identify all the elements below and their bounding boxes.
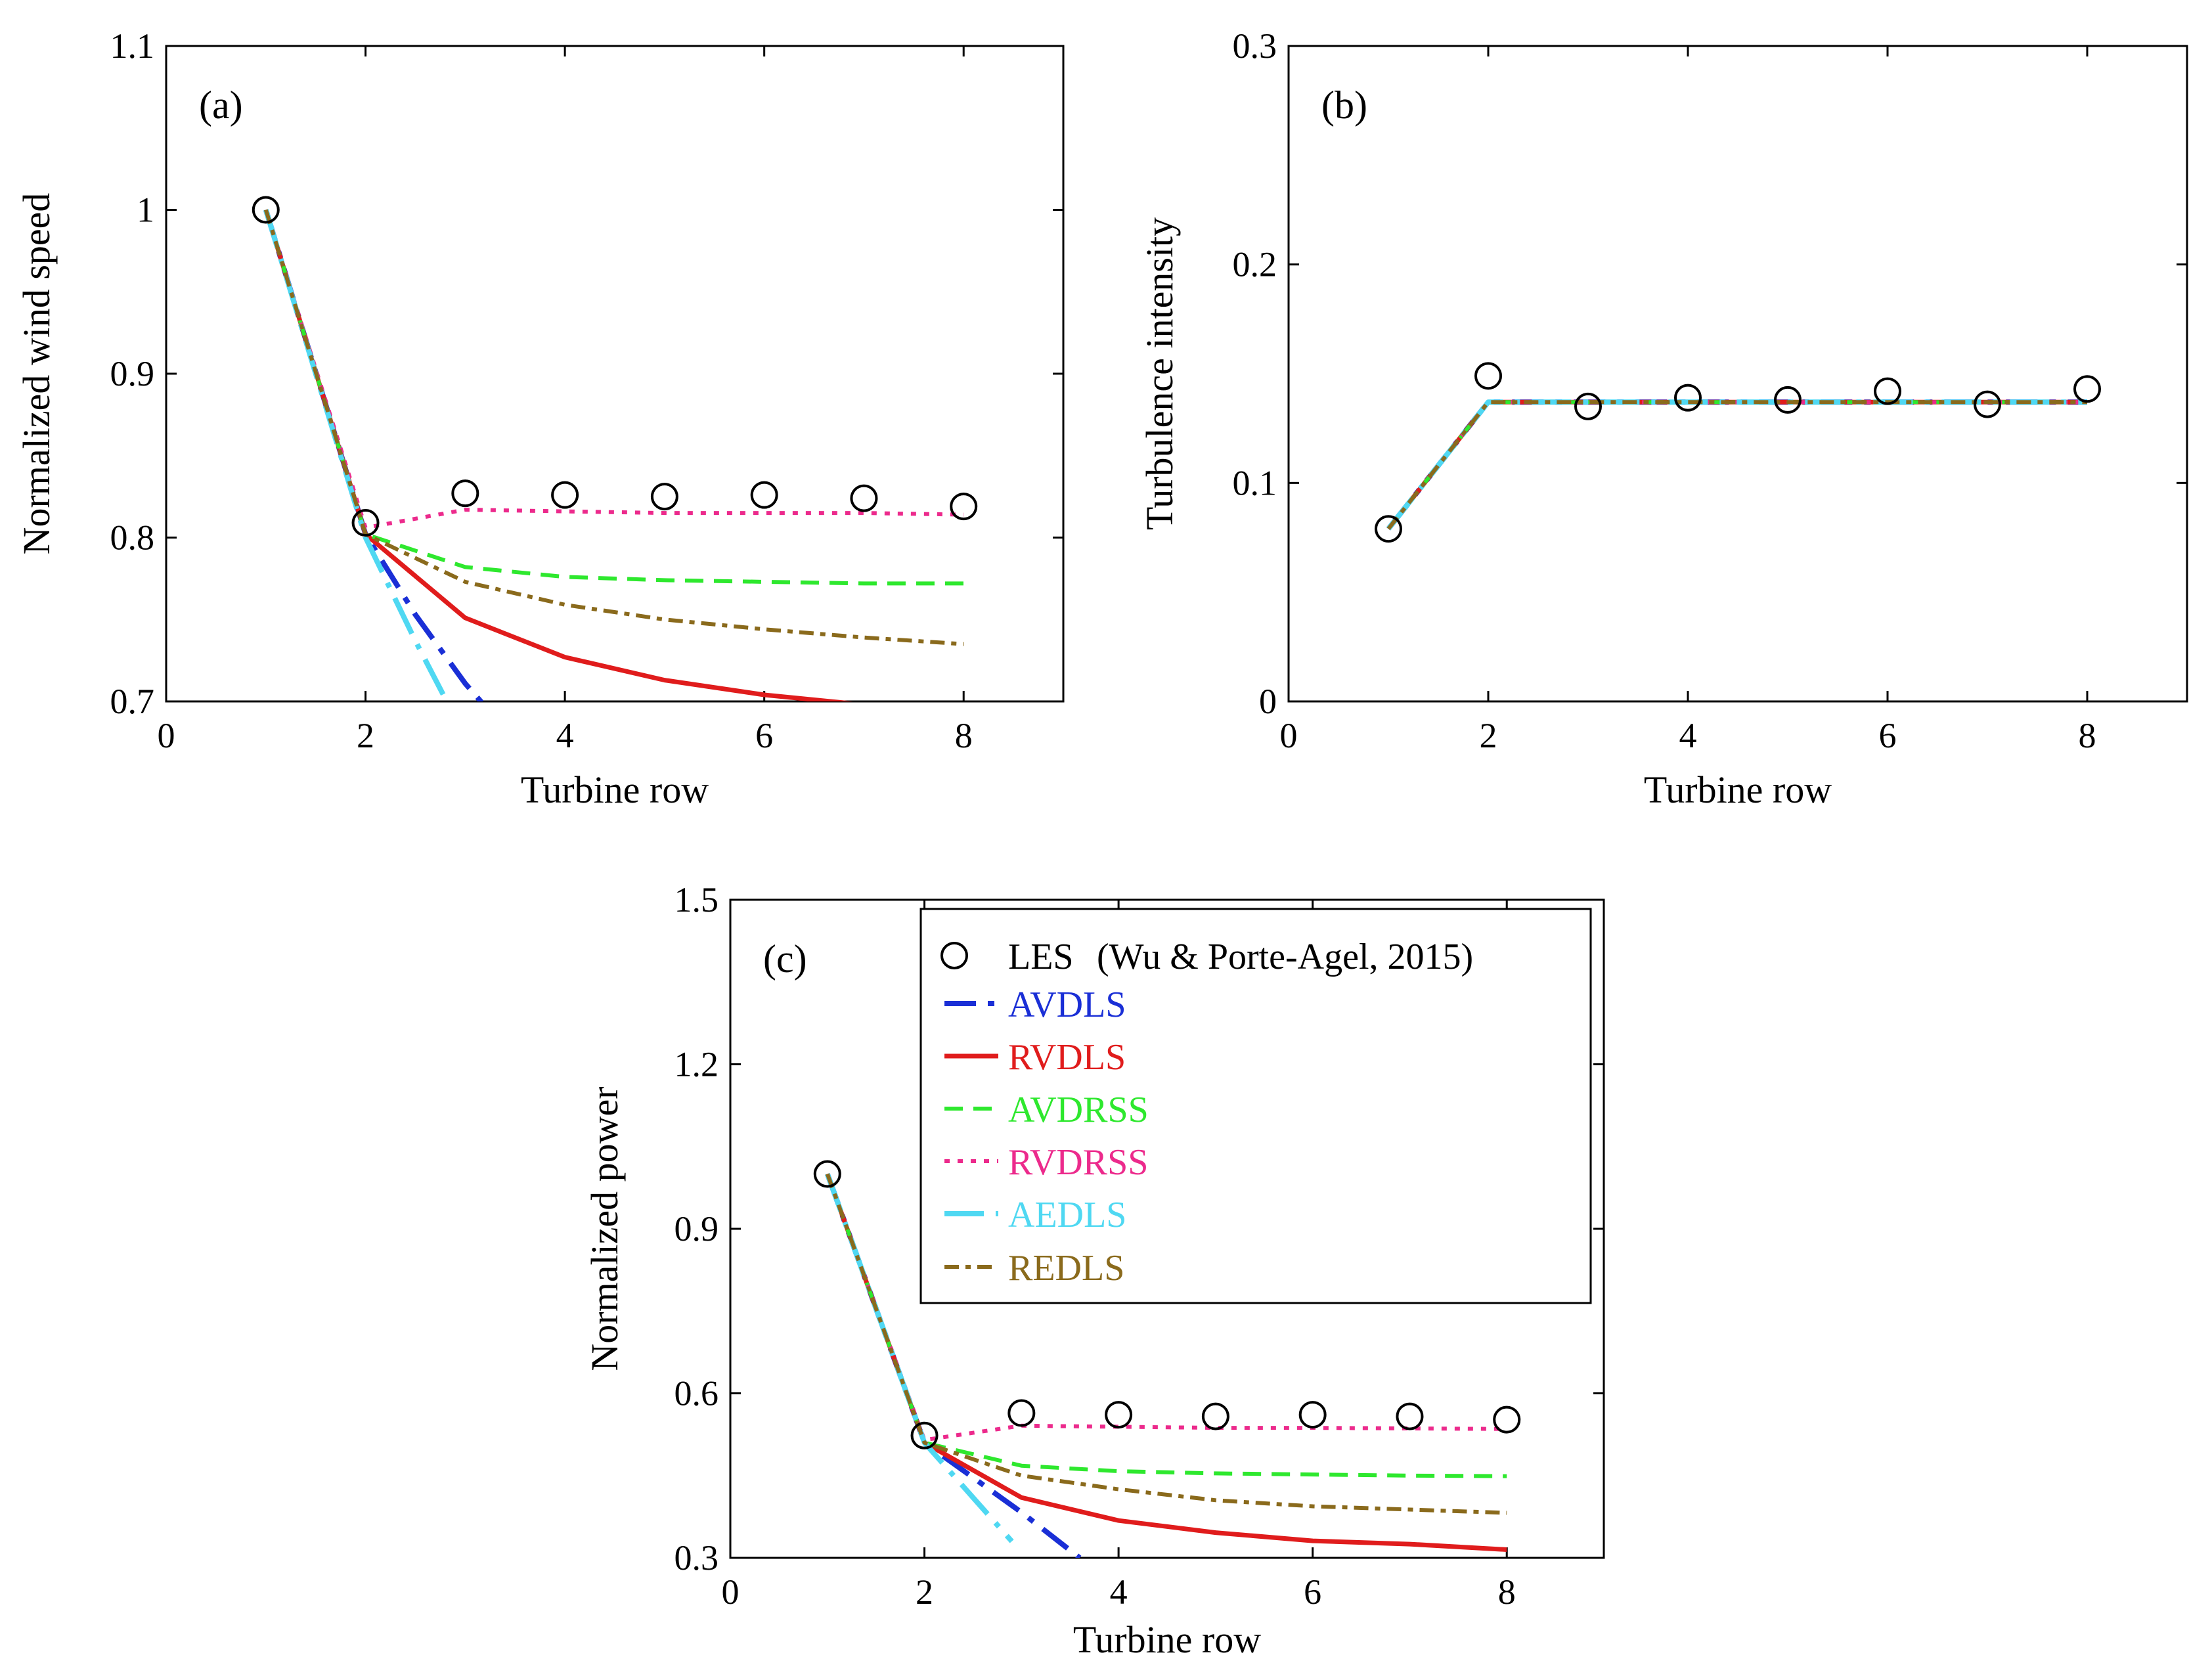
panel-a-series-redls	[263, 209, 964, 646]
panel-a-les-point-2	[351, 509, 380, 537]
panel-b-xlabel: Turbine row	[1644, 768, 1832, 811]
panel-b-xtick-label-0: 0	[1280, 716, 1298, 755]
panel-b-xtick-label-2: 4	[1679, 716, 1697, 755]
panel-b-frame	[1287, 45, 2188, 703]
panel-b-les-point-5	[1774, 386, 1802, 414]
panel-b-les-point-8	[2073, 375, 2101, 403]
panel-c-les-point-7	[1396, 1402, 1424, 1430]
panel-a-label: (a)	[199, 83, 243, 127]
panel-a-series-rvdrss	[263, 209, 964, 530]
panel-a-ytick-label-2: 0.9	[110, 354, 155, 393]
panel-b-les-point-2	[1474, 362, 1502, 390]
panel-b-series-group	[1386, 399, 2087, 531]
legend-box	[919, 908, 1592, 1304]
panel-a-xtick-label-0: 0	[158, 716, 175, 755]
panel-b-ytick-label-2: 0.2	[1233, 245, 1277, 284]
panel-b-les-point-7	[1974, 390, 2001, 418]
legend-les-source: (Wu & Porte-Agel, 2015)	[1097, 937, 1473, 977]
panel-a-xlabel: Turbine row	[521, 768, 709, 811]
panel-a-les-point-6	[750, 481, 778, 509]
panel-c-ytick-label-1: 0.6	[675, 1374, 719, 1413]
panel-a-ytick-label-0: 0.7	[110, 682, 155, 721]
panel-c-xtick-label-1: 2	[916, 1572, 933, 1612]
panel-c-series-rvdls	[825, 1173, 1507, 1552]
panel-c-ytick-label-0: 0.3	[675, 1538, 719, 1578]
panel-a-les-point-8	[950, 493, 978, 521]
panel-a-xtick-label-1: 2	[357, 716, 374, 755]
legend-label-rvdls: RVDLS	[1008, 1037, 1126, 1078]
panel-c-xtick-label-4: 8	[1498, 1572, 1516, 1612]
legend-les-marker	[940, 942, 968, 969]
legend-label-avdrss: AVDRSS	[1008, 1090, 1149, 1130]
panel-b-les-point-4	[1674, 384, 1702, 412]
panel-c-xtick-label-0: 0	[722, 1572, 740, 1612]
panel-b-ytick-label-3: 0.3	[1233, 26, 1277, 66]
panel-c-label: (c)	[763, 937, 807, 981]
panel-c-series-group	[825, 1173, 1507, 1558]
panel-a-les-point-7	[850, 484, 878, 512]
panel-a-xtick-label-3: 6	[755, 716, 773, 755]
panel-a-les-point-1	[252, 196, 280, 224]
legend-les-label: LES	[1008, 937, 1074, 977]
panel-b-ylabel: Turbulence intensity	[1138, 217, 1181, 530]
panel-b-xtick-label-4: 8	[2079, 716, 2096, 755]
panel-c-xtick-label-3: 6	[1304, 1572, 1321, 1612]
panel-c-les-point-5	[1201, 1402, 1229, 1430]
panel-a-ylabel: Normalized wind speed	[15, 193, 58, 555]
panel-b-les-point-1	[1375, 515, 1402, 543]
panel-c-les-point-1	[813, 1160, 841, 1188]
panel-b-ytick-label-0: 0	[1259, 682, 1277, 721]
panel-c-xtick-label-2: 4	[1110, 1572, 1128, 1612]
panel-a-series-avdrss	[263, 209, 964, 586]
panel-c-les-point-6	[1298, 1401, 1327, 1429]
panel-b-xtick-label-3: 6	[1879, 716, 1897, 755]
legend-label-redls: REDLS	[1008, 1248, 1124, 1289]
panel-c-les-point-2	[910, 1421, 939, 1449]
panel-a-xtick-label-4: 8	[955, 716, 973, 755]
panel-b-ytick-label-1: 0.1	[1233, 463, 1277, 502]
legend: LES (Wu & Porte-Agel, 2015) AVDLS RVDLS …	[919, 908, 1592, 1304]
panel-c-xlabel: Turbine row	[1073, 1618, 1261, 1661]
panel-c-series-redls	[825, 1173, 1507, 1515]
panel-a-ytick-label-1: 0.8	[110, 518, 155, 558]
panel-a-xtick-label-2: 4	[556, 716, 574, 755]
panel-b: 0 2 4 6 8 0 0.1 0.2 0.3 Turbine row Turbulence int…	[1138, 26, 2188, 811]
panel-b-xtick-label-1: 2	[1480, 716, 1497, 755]
panel-c-ytick-label-4: 1.5	[675, 880, 719, 919]
panel-b-les-point-3	[1574, 392, 1602, 420]
panel-c-series-rvdrss	[825, 1173, 1507, 1442]
panel-a-les-point-4	[551, 481, 579, 509]
panel-c: 0 2 4 6 8 0.3 0.6 0.9 1.2 1.5 Turbine row Normalize…	[583, 880, 1605, 1661]
panel-a-ytick-label-4: 1.1	[110, 26, 155, 66]
panel-a-series-avdls	[263, 209, 485, 701]
panel-c-les-point-3	[1007, 1399, 1036, 1427]
panel-b-les-point-6	[1874, 377, 1901, 405]
legend-label-rvdrss: RVDRSS	[1008, 1142, 1148, 1183]
panel-b-series-redls	[1386, 400, 2087, 531]
legend-label-avdls: AVDLS	[1008, 984, 1126, 1025]
panel-b-label: (b)	[1321, 83, 1367, 127]
panel-a-ytick-label-3: 1	[137, 190, 154, 230]
panel-c-les-point-4	[1105, 1401, 1133, 1429]
panel-a-les-point-3	[451, 479, 479, 508]
panel-c-les-point-8	[1493, 1405, 1521, 1434]
panel-c-ylabel: Normalized power	[583, 1086, 626, 1371]
panel-a-les-point-5	[650, 483, 678, 511]
panel-c-ytick-label-3: 1.2	[675, 1045, 719, 1084]
panel-c-ytick-label-2: 0.9	[675, 1209, 719, 1249]
panel-a: 0 2 4 6 8 0.7 0.8 0.9 1 1.1 Turbine row Normalized …	[15, 26, 1065, 811]
legend-label-aedls: AEDLS	[1008, 1195, 1126, 1235]
